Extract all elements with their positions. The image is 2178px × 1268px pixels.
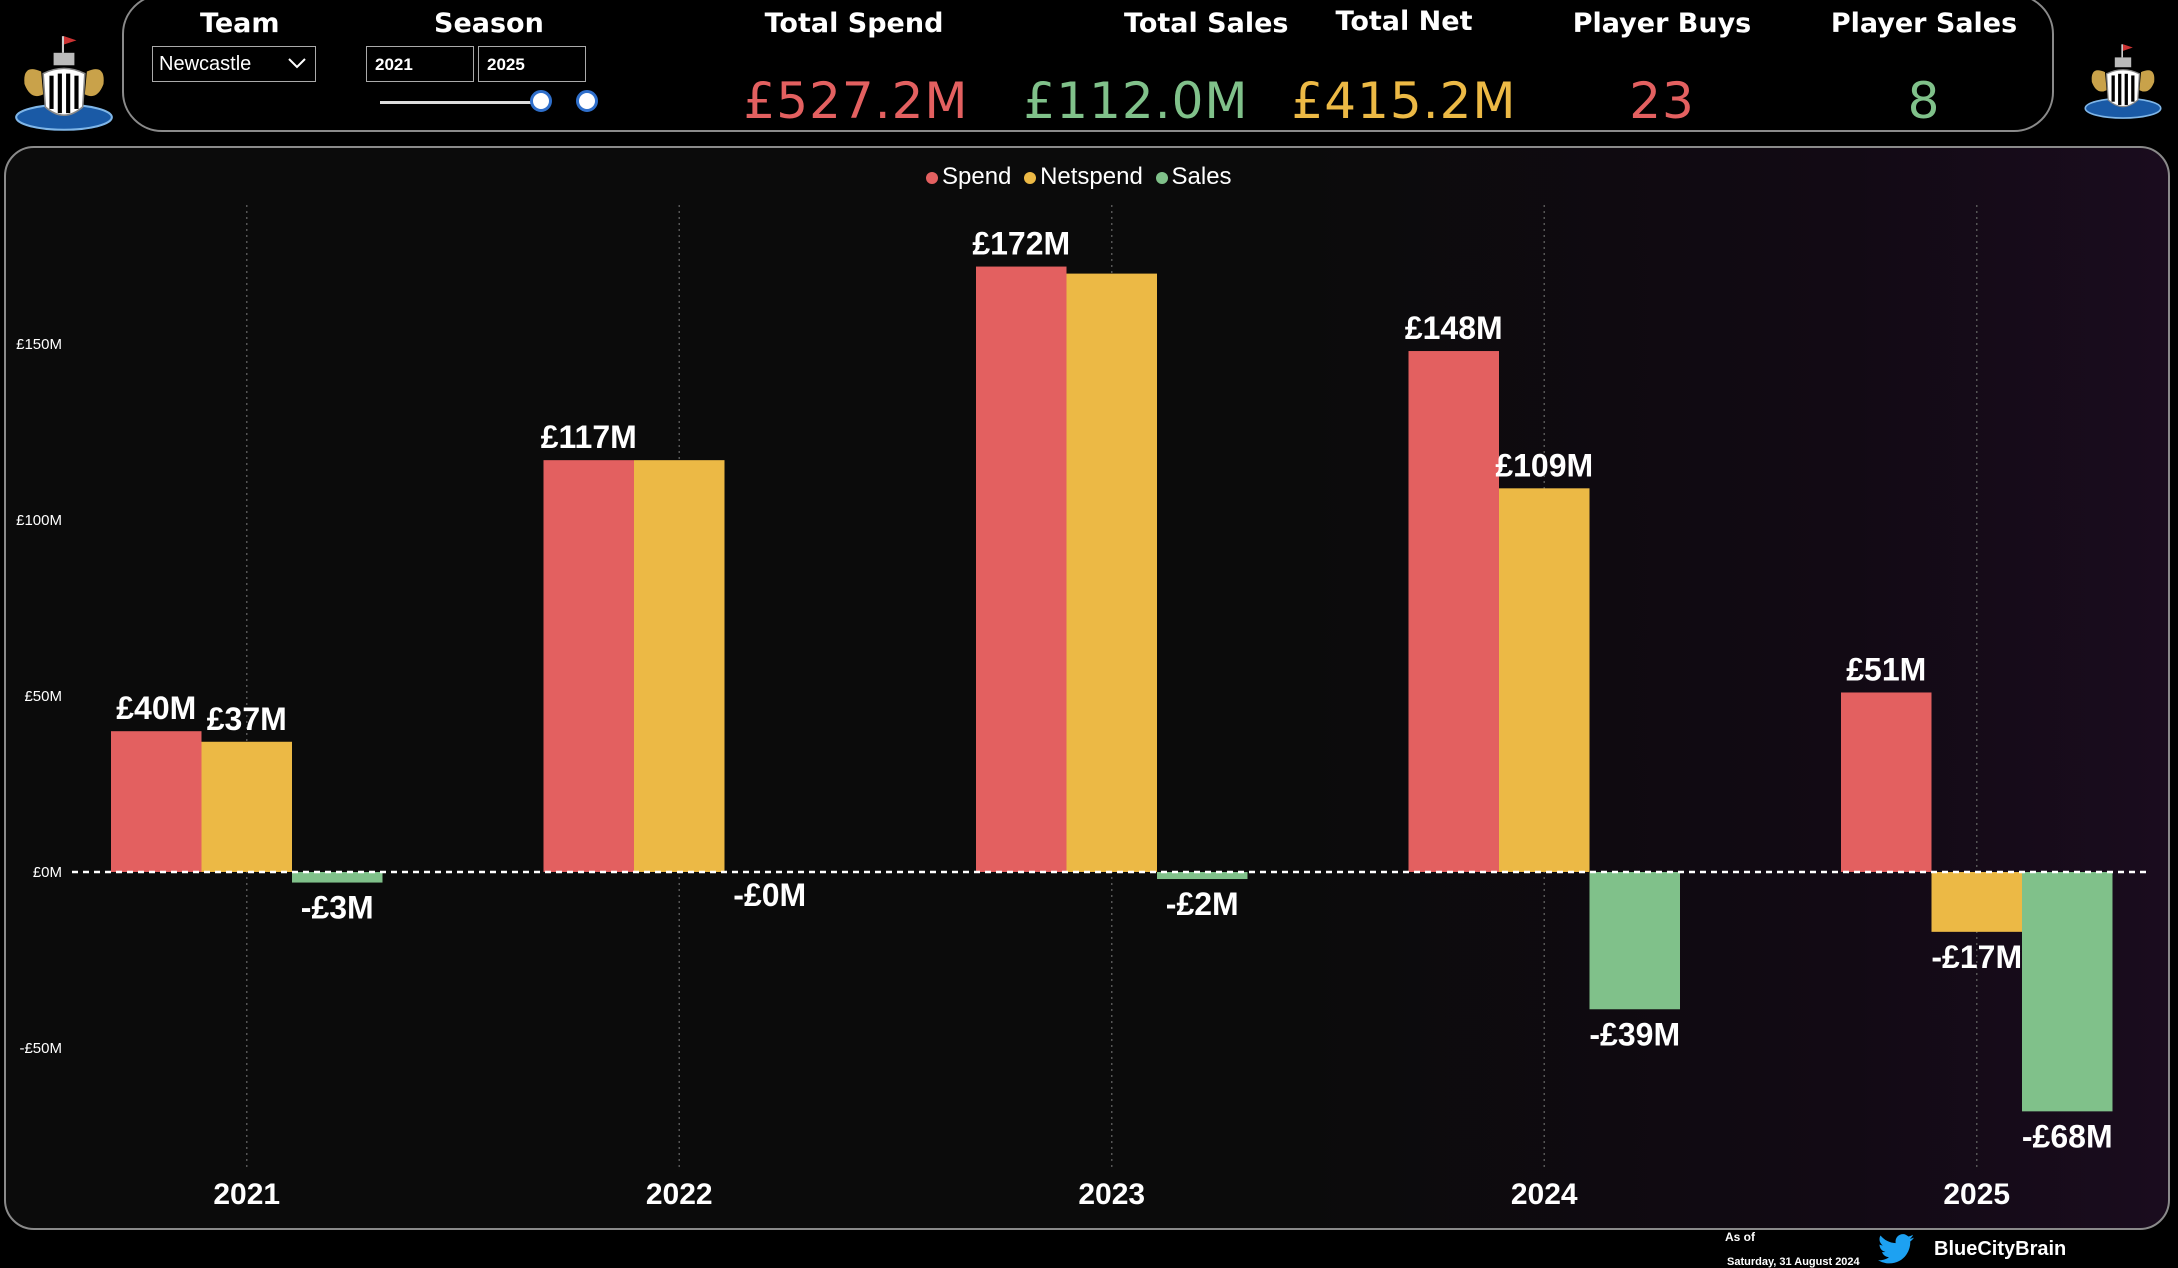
season-slider-track[interactable] bbox=[380, 101, 544, 104]
season-label: Season bbox=[434, 8, 544, 39]
y-tick-label: £150M bbox=[16, 336, 62, 353]
as-of-date: Saturday, 31 August 2024 bbox=[1727, 1256, 1860, 1268]
data-label-sales-2021: -£3M bbox=[301, 890, 374, 926]
bar-sales-2023 bbox=[1157, 872, 1248, 880]
bar-spend-2021 bbox=[111, 731, 202, 872]
data-label-sales-2024: -£39M bbox=[1589, 1016, 1680, 1052]
bar-spend-2024 bbox=[1408, 351, 1499, 872]
bar-netspend-2025 bbox=[1931, 872, 2022, 932]
legend-label-sales: Sales bbox=[1171, 163, 1232, 190]
bar-sales-2024 bbox=[1589, 872, 1680, 1010]
season-from-input[interactable]: 2021 bbox=[366, 46, 474, 82]
as-of-label: As of bbox=[1725, 1230, 1755, 1244]
newcastle-crest-logo-right bbox=[2084, 44, 2162, 119]
data-label-sales-2023: -£2M bbox=[1166, 886, 1239, 922]
x-tick-label-2024: 2024 bbox=[1511, 1178, 1578, 1211]
bar-spend-2025 bbox=[1841, 692, 1932, 872]
bar-sales-2025 bbox=[2022, 872, 2113, 1112]
filter-kpi-header: Team Newcastle Season 2021 2025 Total Sp… bbox=[122, 0, 2054, 132]
player-sales-value: 8 bbox=[1907, 72, 1941, 130]
legend-item-sales[interactable]: Sales bbox=[1155, 163, 1232, 191]
legend-dot-sales bbox=[1155, 171, 1168, 184]
bar-spend-2023 bbox=[976, 266, 1067, 872]
x-tick-label-2023: 2023 bbox=[1078, 1178, 1145, 1211]
bar-netspend-2022 bbox=[634, 460, 725, 872]
bar-netspend-2021 bbox=[201, 741, 292, 872]
x-tick-label-2021: 2021 bbox=[213, 1178, 280, 1211]
y-tick-label: £0M bbox=[33, 864, 62, 881]
data-label-netspend-2021: £37M bbox=[207, 701, 287, 737]
legend-label-spend: Spend bbox=[942, 163, 1012, 190]
data-label-spend-2024: £148M bbox=[1405, 310, 1503, 346]
data-label-spend-2025: £51M bbox=[1846, 651, 1926, 687]
player-sales-label: Player Sales bbox=[1830, 8, 2018, 39]
total-net-label: Total Net bbox=[1335, 6, 1473, 37]
x-tick-label-2022: 2022 bbox=[646, 1178, 713, 1211]
season-to-input[interactable]: 2025 bbox=[478, 46, 586, 82]
team-dropdown-value: Newcastle bbox=[159, 53, 252, 75]
bar-sales-2021 bbox=[292, 872, 383, 883]
data-label-netspend-2024: £109M bbox=[1495, 447, 1593, 483]
team-label: Team bbox=[200, 8, 280, 39]
season-slider-start-handle[interactable] bbox=[530, 90, 552, 112]
y-tick-label: £50M bbox=[24, 688, 62, 705]
newcastle-crest-logo bbox=[15, 36, 113, 131]
data-label-spend-2022: £117M bbox=[541, 419, 637, 455]
twitter-handle[interactable]: BlueCityBrain bbox=[1934, 1238, 2067, 1260]
total-spend-label: Total Spend bbox=[764, 8, 944, 39]
bar-netspend-2024 bbox=[1499, 488, 1590, 872]
chart-legend: Spend Netspend Sales bbox=[926, 163, 1238, 191]
data-label-netspend-2025: -£17M bbox=[1931, 939, 2022, 975]
data-label-spend-2023: £172M bbox=[972, 226, 1070, 262]
x-tick-label-2025: 2025 bbox=[1943, 1178, 2010, 1211]
y-tick-label: -£50M bbox=[19, 1040, 62, 1057]
total-spend-value: £527.2M bbox=[743, 72, 969, 130]
total-sales-value: £112.0M bbox=[1023, 72, 1249, 130]
season-slider-end-handle[interactable] bbox=[576, 90, 598, 112]
y-tick-label: £100M bbox=[16, 512, 62, 529]
legend-item-spend[interactable]: Spend bbox=[926, 163, 1011, 191]
player-buys-label: Player Buys bbox=[1572, 8, 1752, 39]
legend-label-netspend: Netspend bbox=[1040, 163, 1143, 190]
player-buys-value: 23 bbox=[1629, 72, 1695, 130]
team-dropdown[interactable]: Newcastle bbox=[152, 46, 316, 82]
chevron-down-icon bbox=[288, 58, 306, 69]
data-label-sales-2022: -£0M bbox=[733, 877, 806, 913]
bar-spend-2022 bbox=[543, 460, 634, 872]
total-sales-label: Total Sales bbox=[1124, 8, 1289, 39]
legend-dot-netspend bbox=[1024, 171, 1037, 184]
data-label-spend-2021: £40M bbox=[116, 690, 196, 726]
legend-dot-spend bbox=[926, 171, 938, 184]
legend-item-netspend[interactable]: Netspend bbox=[1024, 163, 1143, 191]
bar-netspend-2023 bbox=[1066, 273, 1157, 873]
data-label-sales-2025: -£68M bbox=[2022, 1118, 2113, 1154]
twitter-bird-icon[interactable] bbox=[1878, 1234, 1914, 1264]
total-net-value: £415.2M bbox=[1291, 72, 1517, 130]
